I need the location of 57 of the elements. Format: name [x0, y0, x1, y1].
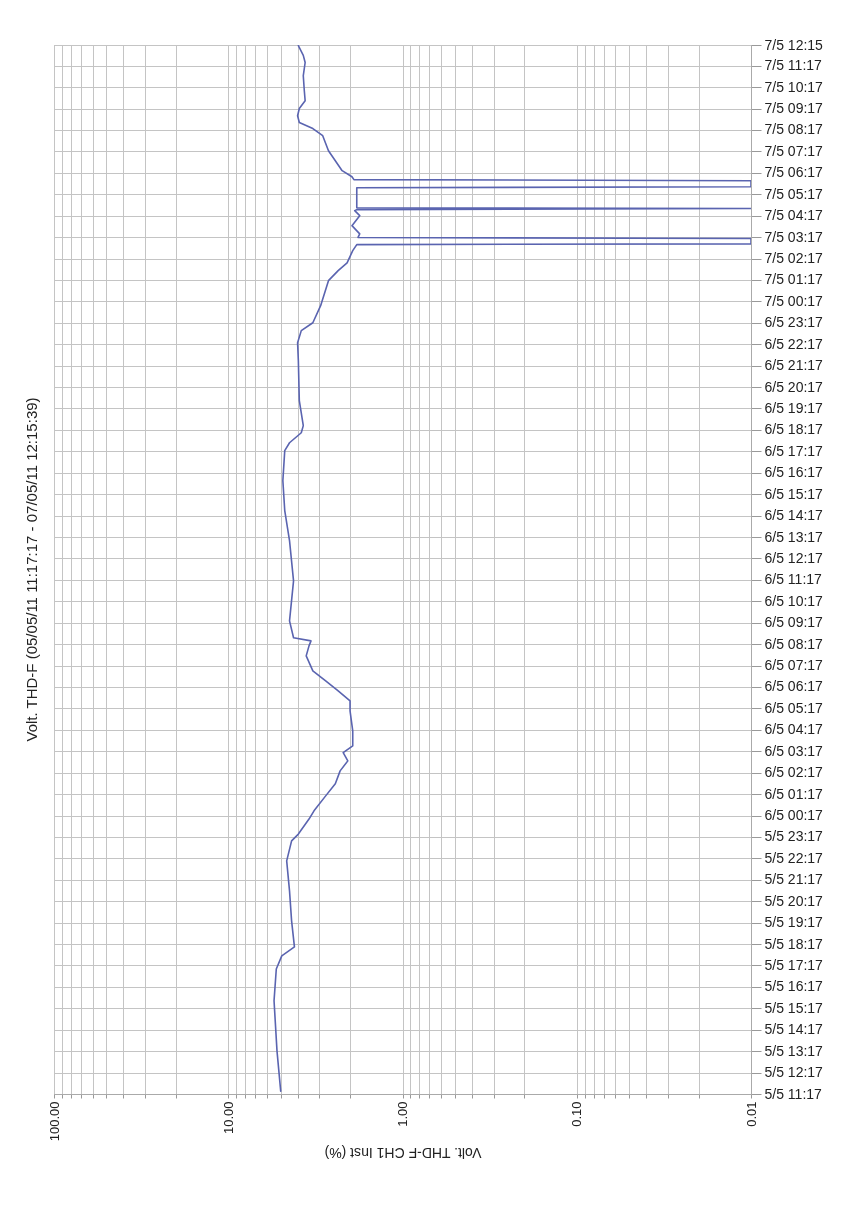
y-tick-label: 7/5 06:17 — [764, 164, 824, 181]
y-tick-label: 7/5 02:17 — [764, 250, 824, 267]
y-tick-label: 7/5 12:15 — [764, 36, 824, 53]
y-tick-label: 5/5 17:17 — [764, 956, 824, 973]
y-tick-label: 6/5 19:17 — [764, 399, 824, 416]
y-tick-label: 6/5 10:17 — [764, 592, 824, 609]
y-tick-label: 6/5 05:17 — [764, 699, 824, 716]
y-tick-label: 6/5 02:17 — [764, 764, 824, 781]
y-tick-label: 5/5 11:17 — [764, 1085, 823, 1102]
y-tick-label: 5/5 14:17 — [764, 1021, 824, 1038]
y-tick-label: 7/5 00:17 — [764, 292, 824, 309]
y-tick-label: 6/5 15:17 — [764, 485, 824, 502]
y-tick-label: 5/5 15:17 — [764, 999, 824, 1016]
y-tick-label: 6/5 06:17 — [764, 678, 824, 695]
y-tick-label: 6/5 01:17 — [764, 785, 824, 802]
y-tick-label: 5/5 21:17 — [764, 871, 824, 888]
y-tick-label: 6/5 14:17 — [764, 507, 824, 524]
y-tick-label: 5/5 19:17 — [764, 914, 824, 931]
y-tick-label: 7/5 05:17 — [764, 185, 824, 202]
y-tick-label: 6/5 21:17 — [764, 357, 824, 374]
text: Volt. THD-F (05/05/11 11:17:17 - 07/05/11 12:15:39) — [23, 397, 40, 742]
y-tick-label: 7/5 10:17 — [764, 78, 824, 95]
y-tick-label: 6/5 12:17 — [764, 549, 824, 566]
y-tick-label: 6/5 20:17 — [764, 378, 824, 395]
y-tick-label: 6/5 07:17 — [764, 657, 824, 674]
y-tick-label: 5/5 13:17 — [764, 1042, 824, 1059]
y-tick-label: 7/5 09:17 — [764, 100, 824, 117]
y-tick-label: 5/5 20:17 — [764, 892, 824, 909]
y-tick-label: 6/5 16:17 — [764, 464, 824, 481]
y-tick-label: 7/5 04:17 — [764, 207, 824, 224]
y-tick-label: 5/5 18:17 — [764, 935, 824, 952]
y-tick-label: 6/5 18:17 — [764, 421, 824, 438]
y-tick-label: 5/5 16:17 — [764, 978, 824, 995]
y-tick-label: 7/5 01:17 — [764, 271, 824, 288]
y-tick-label: 6/5 03:17 — [764, 742, 824, 759]
x-tick-label: 10.00 — [220, 1101, 236, 1135]
y-tick-label: 6/5 13:17 — [764, 528, 824, 545]
y-tick-label: 6/5 11:17 — [764, 571, 823, 588]
y-tick-label: 6/5 23:17 — [764, 314, 824, 331]
y-tick-label: 5/5 12:17 — [764, 1064, 824, 1081]
y-tick-label: 7/5 08:17 — [764, 121, 824, 138]
y-tick-label: 6/5 08:17 — [764, 635, 824, 652]
y-tick-label: 5/5 23:17 — [764, 828, 824, 845]
y-tick-label: 6/5 04:17 — [764, 721, 824, 738]
y-tick-label: 7/5 03:17 — [764, 228, 824, 245]
x-tick-label: 0.10 — [569, 1101, 585, 1127]
y-tick-label: 5/5 22:17 — [764, 849, 824, 866]
y-tick-label: 7/5 07:17 — [764, 142, 824, 159]
y-tick-label: 7/5 11:17 — [764, 57, 823, 74]
x-tick-label: 100.00 — [46, 1101, 62, 1142]
y-tick-label: 6/5 17:17 — [764, 442, 824, 459]
x-tick-label: 1.00 — [395, 1101, 410, 1127]
x-tick-label: 0.01 — [743, 1101, 759, 1127]
x-axis-title: Volt. THD-F CH1 Inst (%) — [324, 1145, 482, 1162]
y-tick-label: 6/5 09:17 — [764, 614, 824, 631]
y-tick-label: 6/5 22:17 — [764, 335, 824, 352]
y-tick-label: 6/5 00:17 — [764, 807, 824, 823]
